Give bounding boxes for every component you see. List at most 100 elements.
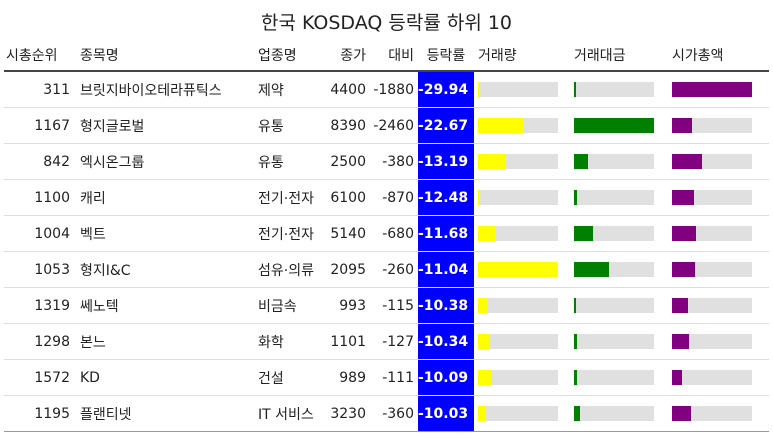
volume-bar-track (478, 154, 558, 169)
table-row: 1319 쎄노텍 비금속 993 -115 -10.38 (4, 287, 769, 324)
cell-name: KD (76, 359, 254, 396)
cell-rate: -10.34 (418, 323, 474, 360)
volume-bar (478, 82, 481, 97)
amount-bar-cell (570, 143, 668, 180)
market-cap-bar-track (672, 370, 752, 385)
cell-diff: -115 (370, 287, 418, 324)
header-rank: 시총순위 (4, 40, 76, 72)
cell-rate: -10.03 (418, 395, 474, 432)
volume-bar (478, 190, 481, 205)
cell-price: 2500 (328, 143, 370, 180)
amount-bar (574, 190, 578, 205)
market-cap-bar (672, 406, 692, 421)
cell-diff: -2460 (370, 107, 418, 144)
cell-name: 쎄노텍 (76, 287, 254, 324)
cell-diff: -111 (370, 359, 418, 396)
cell-price: 6100 (328, 179, 370, 216)
header-name: 종목명 (76, 40, 254, 72)
volume-bar-track (478, 82, 558, 97)
amount-bar-track (574, 154, 654, 169)
amount-bar (574, 82, 576, 97)
amount-bar-track (574, 298, 654, 313)
table-body: 311 브릿지바이오테라퓨틱스 제약 4400 -1880 -29.94 1167 형지글로벌… (4, 71, 769, 432)
chart-title: 한국 KOSDAQ 등락률 하위 10 (260, 12, 513, 34)
cell-rate: -11.68 (418, 215, 474, 252)
volume-bar-cell (474, 323, 570, 360)
table-row: 1004 벡트 전기·전자 5140 -680 -11.68 (4, 215, 769, 252)
volume-bar (478, 406, 486, 421)
table-row: 1195 플랜티넷 IT 서비스 3230 -360 -10.03 (4, 395, 769, 432)
header-rate: 등락률 (418, 40, 474, 72)
market-cap-bar-cell (668, 143, 769, 180)
cell-rate: -22.67 (418, 107, 474, 144)
cell-price: 4400 (328, 71, 370, 108)
amount-bar-cell (570, 251, 668, 288)
amount-bar (574, 154, 589, 169)
amount-bar (574, 298, 576, 313)
cell-rank: 311 (4, 71, 76, 108)
cell-name: 브릿지바이오테라퓨틱스 (76, 71, 254, 108)
cell-diff: -360 (370, 395, 418, 432)
amount-bar-cell (570, 215, 668, 252)
volume-bar-cell (474, 287, 570, 324)
header-diff: 대비 (370, 40, 418, 72)
cell-price: 5140 (328, 215, 370, 252)
amount-bar-track (574, 118, 654, 133)
amount-bar-track (574, 262, 654, 277)
cell-rate: -10.38 (418, 287, 474, 324)
table-row: 842 엑시온그룹 유통 2500 -380 -13.19 (4, 143, 769, 180)
amount-bar-track (574, 334, 654, 349)
cell-diff: -870 (370, 179, 418, 216)
cell-sector: 제약 (254, 71, 328, 108)
market-cap-bar-track (672, 298, 752, 313)
cell-rate: -10.09 (418, 359, 474, 396)
amount-bar-cell (570, 287, 668, 324)
market-cap-bar-cell (668, 251, 769, 288)
amount-bar-cell (570, 71, 668, 108)
volume-bar (478, 154, 506, 169)
cell-rank: 842 (4, 143, 76, 180)
volume-bar-track (478, 262, 558, 277)
volume-bar (478, 226, 496, 241)
cell-name: 본느 (76, 323, 254, 360)
cell-price: 1101 (328, 323, 370, 360)
market-cap-bar-cell (668, 287, 769, 324)
cell-rank: 1004 (4, 215, 76, 252)
cell-name: 플랜티넷 (76, 395, 254, 432)
cell-price: 989 (328, 359, 370, 396)
cell-diff: -260 (370, 251, 418, 288)
header-sector: 업종명 (254, 40, 328, 72)
amount-bar-cell (570, 323, 668, 360)
volume-bar-track (478, 118, 558, 133)
cell-rank: 1572 (4, 359, 76, 396)
cell-rate: -11.04 (418, 251, 474, 288)
volume-bar (478, 298, 488, 313)
market-cap-bar (672, 82, 752, 97)
volume-bar (478, 334, 490, 349)
volume-bar-cell (474, 215, 570, 252)
table-row: 1100 캐리 전기·전자 6100 -870 -12.48 (4, 179, 769, 216)
volume-bar (478, 370, 491, 385)
cell-rank: 1195 (4, 395, 76, 432)
table-row: 1053 형지I&C 섬유·의류 2095 -260 -11.04 (4, 251, 769, 288)
volume-bar-track (478, 406, 558, 421)
cell-sector: 비금속 (254, 287, 328, 324)
amount-bar-cell (570, 395, 668, 432)
market-cap-bar-track (672, 334, 752, 349)
cell-diff: -380 (370, 143, 418, 180)
cell-sector: 섬유·의류 (254, 251, 328, 288)
header-row: 시총순위 종목명 업종명 종가 대비 등락률 거래량 거래대금 시가총액 (4, 40, 769, 72)
cell-rank: 1100 (4, 179, 76, 216)
amount-bar-track (574, 82, 654, 97)
cell-name: 캐리 (76, 179, 254, 216)
market-cap-bar-cell (668, 71, 769, 108)
volume-bar-track (478, 298, 558, 313)
volume-bar (478, 118, 525, 133)
amount-bar-track (574, 406, 654, 421)
header-amount: 거래대금 (570, 40, 668, 72)
volume-bar-cell (474, 71, 570, 108)
volume-bar (478, 262, 558, 277)
header-market-cap: 시가총액 (668, 40, 769, 72)
market-cap-bar-track (672, 262, 752, 277)
